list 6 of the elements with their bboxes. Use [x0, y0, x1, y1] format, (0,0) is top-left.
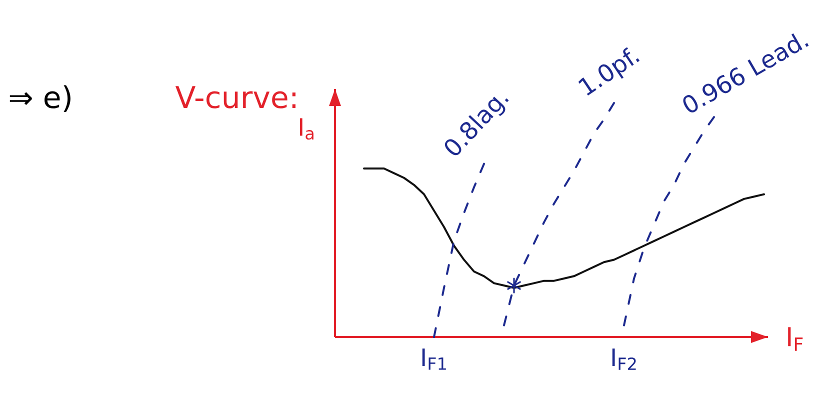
x-axis-title: I$_{F}$ [788, 327, 803, 351]
chart-title: V-curve: [175, 86, 296, 108]
x-tick-label: I$_{F2}$ [612, 348, 636, 370]
y-axis-title: I$_{a}$ [300, 118, 314, 140]
text: ⇒ e) [10, 85, 70, 112]
x-tick-label: I$_{F1}$ [422, 348, 446, 370]
